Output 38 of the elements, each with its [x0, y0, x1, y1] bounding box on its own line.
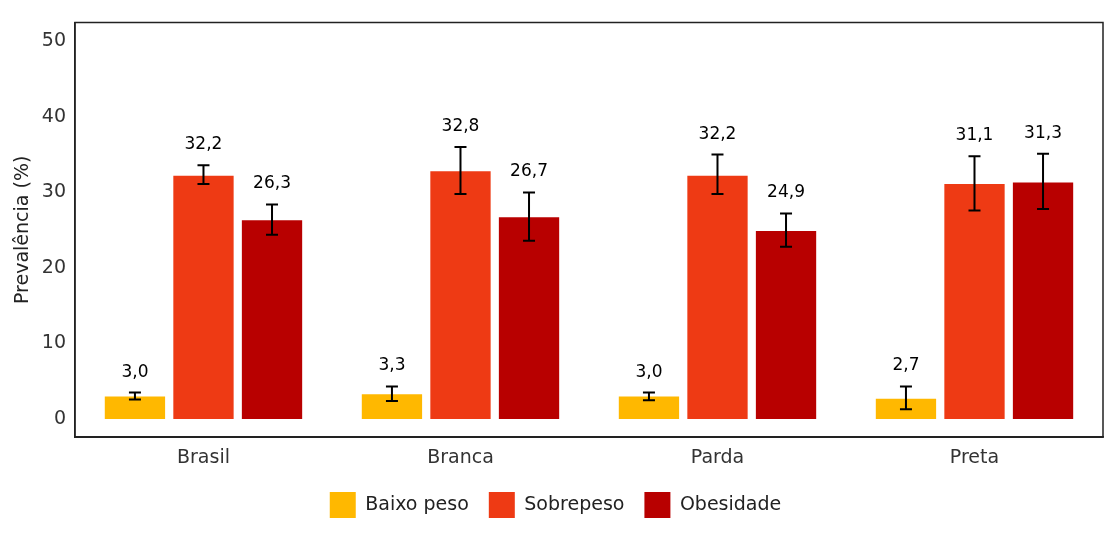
legend-label: Sobrepeso — [524, 491, 625, 514]
data-label: 31,1 — [955, 124, 994, 145]
legend-label: Obesidade — [679, 491, 782, 514]
y-tick-label: 0 — [53, 406, 66, 428]
bar — [1012, 182, 1074, 420]
bar — [687, 175, 748, 420]
y-tick-label: 50 — [41, 28, 66, 51]
data-label: 3,3 — [378, 354, 406, 375]
data-label: 2,7 — [892, 354, 920, 375]
bar — [618, 396, 680, 420]
data-label: 26,7 — [510, 160, 548, 181]
data-label: 26,3 — [253, 172, 291, 193]
bar — [241, 220, 303, 420]
x-tick-label: Branca — [427, 444, 494, 467]
data-label: 32,2 — [184, 133, 223, 154]
y-tick-label: 40 — [41, 103, 66, 126]
bar — [944, 184, 1005, 420]
bar — [755, 230, 817, 420]
data-label: 32,2 — [698, 122, 737, 143]
y-axis-title: Prevalência (%) — [10, 155, 33, 304]
data-label: 24,9 — [767, 181, 805, 202]
data-label: 3,0 — [121, 360, 149, 381]
data-label: 32,8 — [441, 114, 480, 135]
bar — [430, 171, 491, 420]
data-label: 3,0 — [635, 360, 663, 381]
legend-label: Baixo peso — [365, 491, 469, 514]
x-tick-label: Parda — [690, 444, 745, 467]
bar — [104, 396, 166, 420]
y-tick-label: 30 — [41, 179, 66, 202]
x-tick-label: Brasil — [177, 444, 230, 467]
x-tick-label: Preta — [949, 444, 1000, 467]
bar — [875, 398, 937, 420]
bar — [173, 175, 234, 420]
bar — [498, 217, 560, 420]
data-label: 31,3 — [1024, 121, 1062, 142]
bar — [361, 394, 423, 420]
y-tick-label: 20 — [41, 254, 66, 277]
y-tick-label: 10 — [41, 330, 66, 353]
